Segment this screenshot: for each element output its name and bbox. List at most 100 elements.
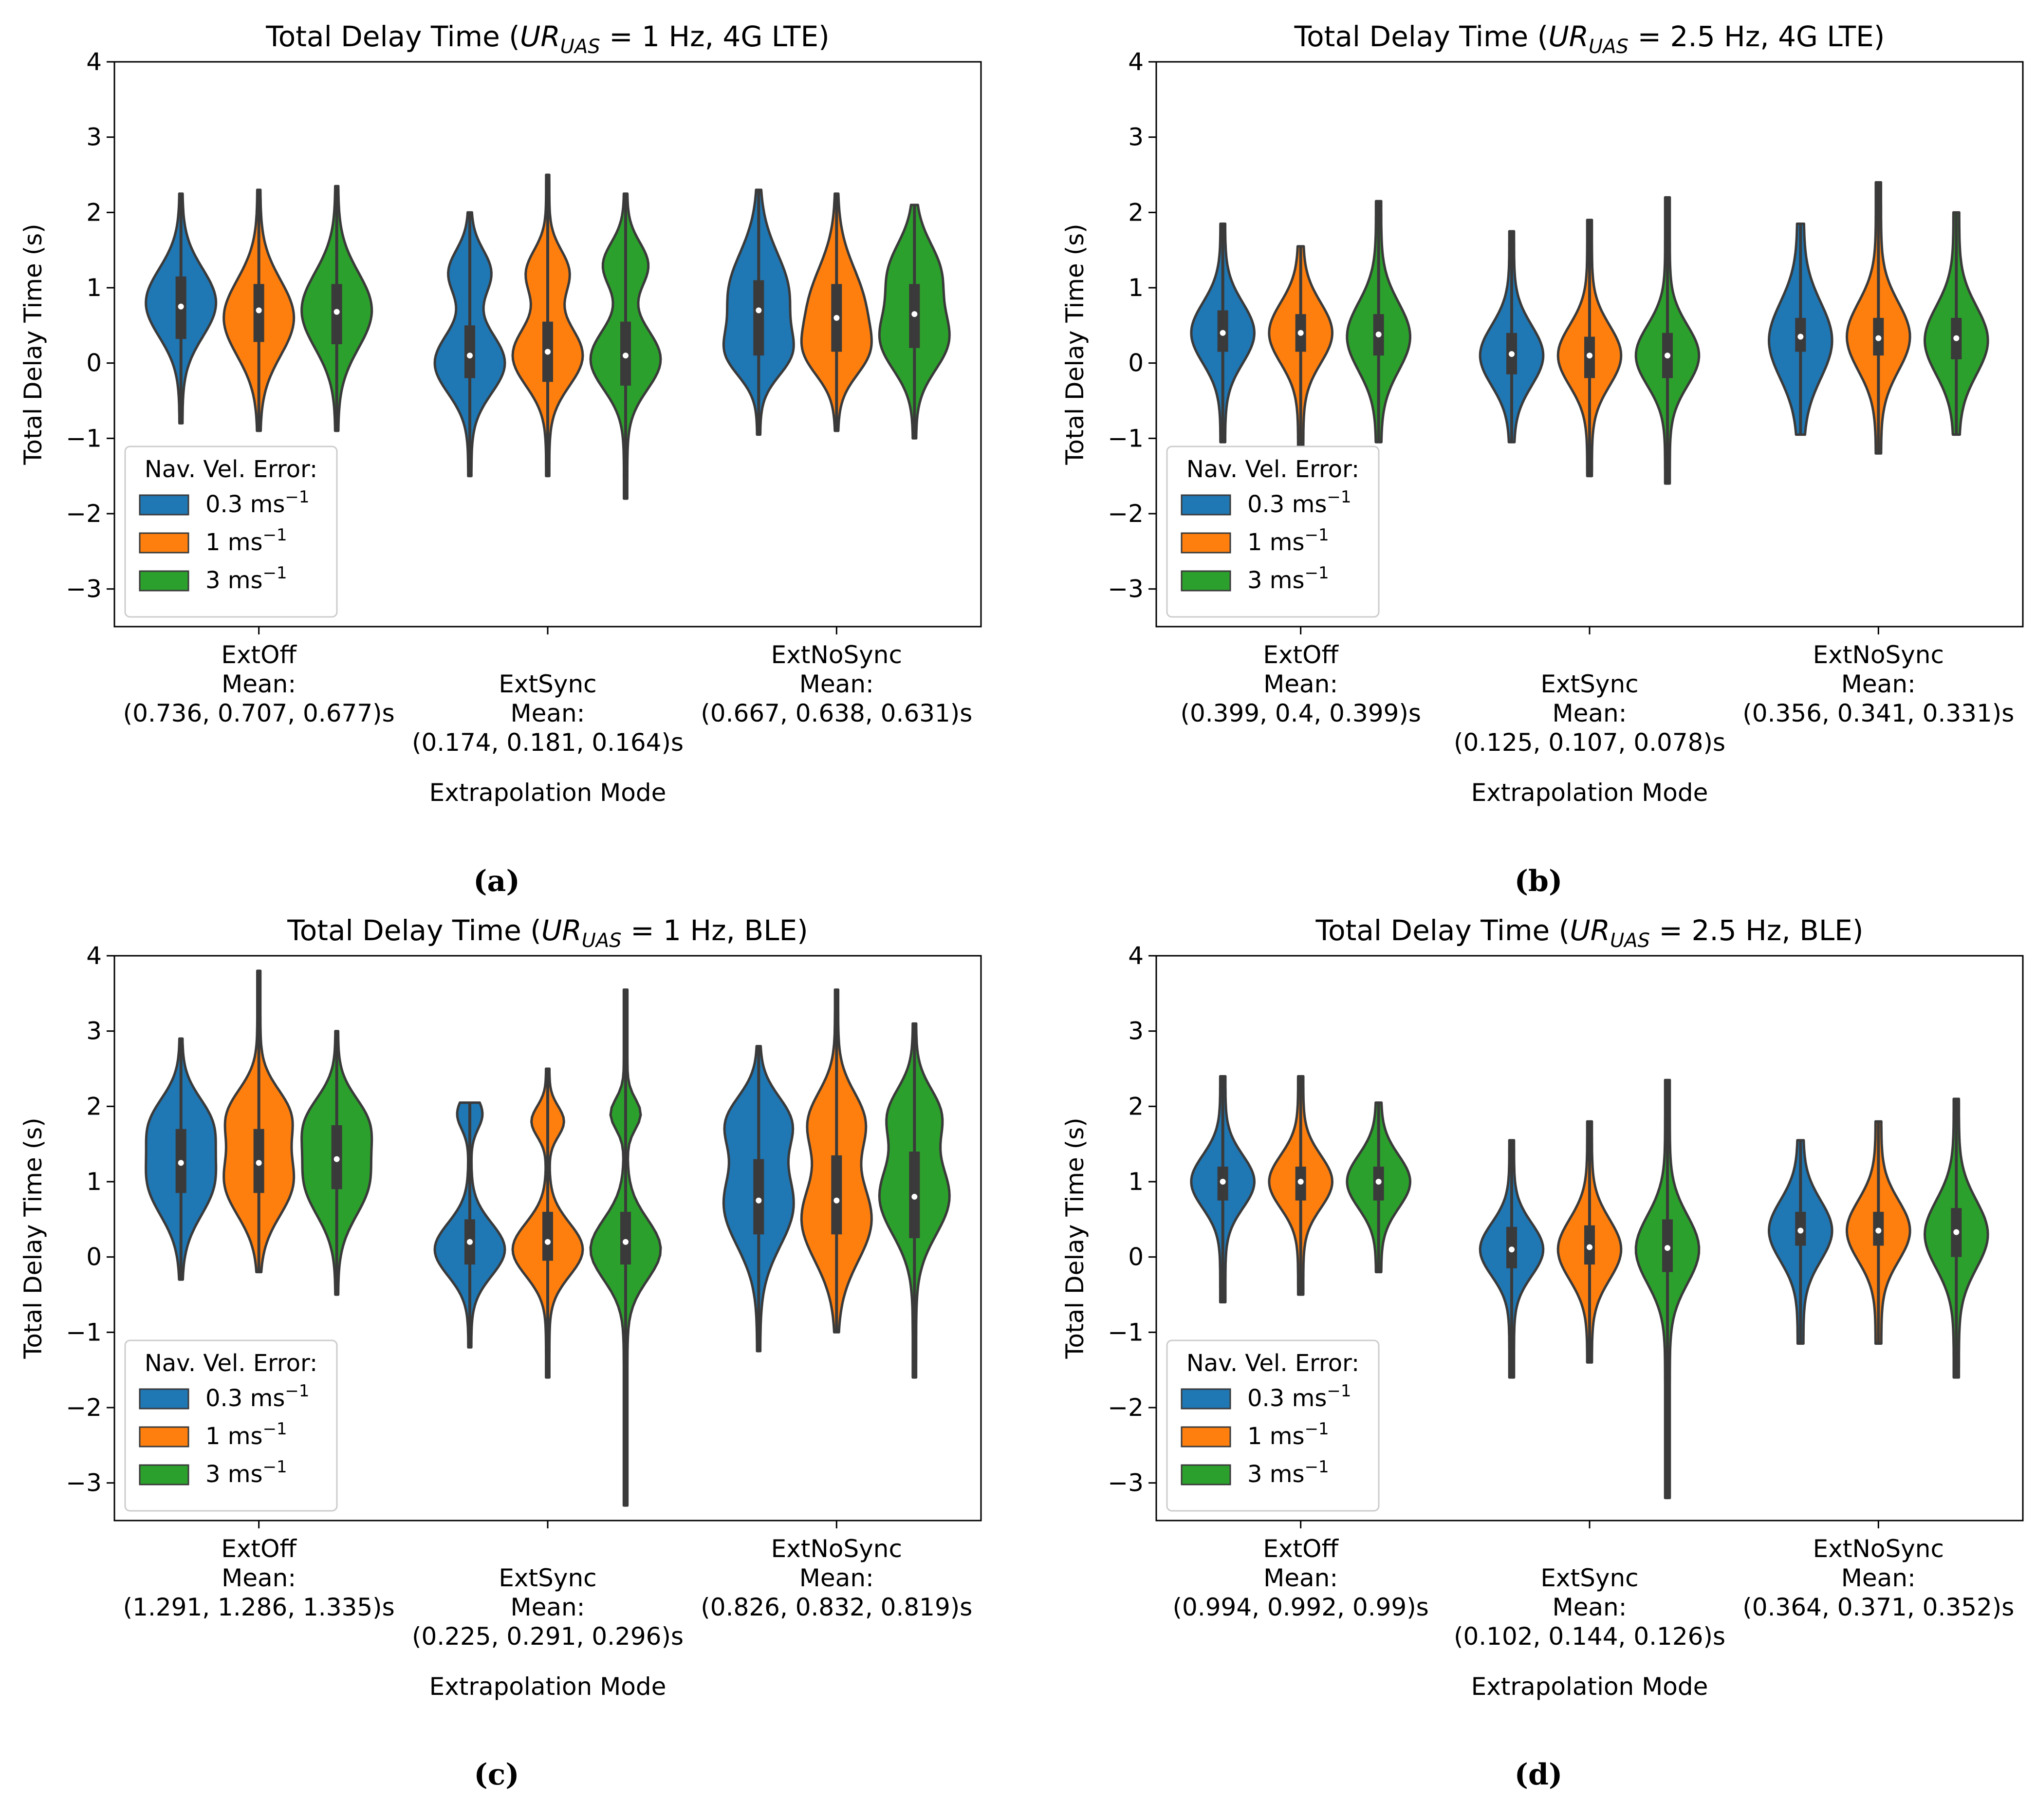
violin-median-dot xyxy=(545,1239,551,1245)
violin-median-dot xyxy=(1797,334,1804,340)
chart-title-suffix: = 2.5 Hz, 4G LTE) xyxy=(1629,20,1885,53)
y-axis-label: Total Delay Time (s) xyxy=(19,1117,47,1359)
violin-iqr-box xyxy=(753,280,764,356)
legend-swatch xyxy=(1181,1388,1231,1410)
chart-title-variable: UR xyxy=(1548,20,1589,53)
y-tick-label: 1 xyxy=(1128,274,1144,302)
legend-title: Nav. Vel. Error: xyxy=(145,456,317,483)
violin-median-dot xyxy=(1375,1179,1382,1185)
y-tick-label: 4 xyxy=(86,48,102,76)
y-tick-label: 2 xyxy=(86,1092,102,1120)
legend-entry-unit: 1 ms xyxy=(1247,1423,1305,1450)
legend-entry-unit: 1 ms xyxy=(205,1423,263,1450)
x-tick-label: ExtNoSync xyxy=(771,641,902,669)
x-tick-label: ExtOff xyxy=(1263,1535,1339,1563)
violin-median-dot xyxy=(833,1197,840,1204)
chart-title: Total Delay Time (URUAS = 2.5 Hz, BLE) xyxy=(1315,914,1864,952)
chart-title: Total Delay Time (URUAS = 1 Hz, 4G LTE) xyxy=(265,20,830,58)
x-tick-mean-label: Mean: xyxy=(799,1564,874,1592)
violin-median-dot xyxy=(1297,1179,1304,1185)
chart-title-prefix: Total Delay Time ( xyxy=(1315,914,1570,947)
y-tick-label: 2 xyxy=(1128,198,1144,226)
x-tick-mean-label: Mean: xyxy=(799,670,874,698)
y-tick-label: −2 xyxy=(66,1393,102,1422)
violin-median-dot xyxy=(545,349,551,355)
x-tick-mean-label: Mean: xyxy=(1552,699,1627,727)
y-tick-label: −2 xyxy=(1108,500,1144,528)
violin-iqr-box xyxy=(753,1159,764,1235)
x-tick-label: ExtOff xyxy=(221,1535,297,1563)
y-tick-label: −3 xyxy=(66,1469,102,1497)
violin-median-dot xyxy=(911,1193,918,1200)
legend-entry-unit: 0.3 ms xyxy=(205,491,285,518)
legend-entry-exponent: −1 xyxy=(263,525,287,545)
violin-median-dot xyxy=(756,307,762,314)
panel-label: (c) xyxy=(474,1758,519,1792)
x-tick-mean-values: (0.125, 0.107, 0.078)s xyxy=(1454,728,1725,757)
legend-entry-unit: 0.3 ms xyxy=(1247,491,1327,518)
x-tick-mean-label: Mean: xyxy=(510,699,585,727)
x-tick-mean-values: (0.736, 0.707, 0.677)s xyxy=(123,699,395,727)
violin-median-dot xyxy=(467,353,473,359)
violin-median-dot xyxy=(1375,331,1382,337)
legend-title: Nav. Vel. Error: xyxy=(1186,1350,1359,1377)
chart-title-prefix: Total Delay Time ( xyxy=(1294,20,1549,53)
violin-median-dot xyxy=(911,311,918,317)
legend-entry: 3 ms−1 xyxy=(205,563,287,594)
y-tick-label: 2 xyxy=(1128,1092,1144,1120)
legend-swatch xyxy=(1181,570,1231,592)
legend-swatch xyxy=(1181,494,1231,516)
x-axis-label: Extrapolation Mode xyxy=(429,779,666,807)
chart-title-subscript: UAS xyxy=(1610,929,1650,952)
violin-median-dot xyxy=(256,1160,262,1166)
y-tick-label: 4 xyxy=(1128,48,1144,76)
x-tick-label: ExtSync xyxy=(1540,670,1638,698)
legend-swatch xyxy=(139,532,189,554)
y-axis-label: Total Delay Time (s) xyxy=(1061,1117,1089,1359)
x-tick-mean-label: Mean: xyxy=(222,1564,296,1592)
violin-median-dot xyxy=(623,1239,629,1245)
plot-frame xyxy=(113,955,982,1522)
legend-entry: 3 ms−1 xyxy=(1247,563,1329,594)
y-tick-label: −2 xyxy=(66,500,102,528)
violin-median-dot xyxy=(1953,335,1960,341)
chart-panel-b: Total Delay Time (URUAS = 2.5 Hz, 4G LTE… xyxy=(1061,20,2024,898)
x-tick-mean-values: (0.364, 0.371, 0.352)s xyxy=(1742,1593,2014,1621)
legend-entry: 1 ms−1 xyxy=(205,525,287,556)
y-tick-label: 4 xyxy=(86,942,102,970)
legend-title: Nav. Vel. Error: xyxy=(1186,456,1359,483)
violin-iqr-box xyxy=(542,1211,553,1261)
x-axis-label: Extrapolation Mode xyxy=(1471,1672,1708,1701)
legend-swatch xyxy=(139,570,189,592)
violin-median-dot xyxy=(1220,1179,1226,1185)
legend-entry: 0.3 ms−1 xyxy=(205,1381,309,1412)
y-tick-label: 3 xyxy=(1128,1017,1144,1045)
x-tick-label: ExtSync xyxy=(499,670,596,698)
violin-median-dot xyxy=(833,315,840,321)
x-tick-mean-values: (1.291, 1.286, 1.335)s xyxy=(123,1593,395,1621)
violin-median-dot xyxy=(178,1160,184,1166)
y-axis-label: Total Delay Time (s) xyxy=(19,223,47,465)
chart-title-subscript: UAS xyxy=(560,36,600,58)
plot-frame xyxy=(1155,955,2024,1522)
violin-median-dot xyxy=(1665,1245,1670,1251)
y-tick-label: 0 xyxy=(1128,349,1144,377)
x-tick-mean-values: (0.994, 0.992, 0.99)s xyxy=(1173,1593,1429,1621)
legend-entry-exponent: −1 xyxy=(1305,1457,1329,1477)
violin-median-dot xyxy=(1587,353,1592,359)
legend-swatch xyxy=(139,1388,189,1410)
y-tick-label: 1 xyxy=(86,274,102,302)
x-tick-mean-values: (0.356, 0.341, 0.331)s xyxy=(1742,699,2014,727)
legend-entry-exponent: −1 xyxy=(263,1457,287,1477)
legend-entry-unit: 0.3 ms xyxy=(1247,1385,1327,1412)
x-tick-mean-values: (0.225, 0.291, 0.296)s xyxy=(412,1622,684,1651)
x-tick-mean-label: Mean: xyxy=(222,670,296,698)
legend-entry-exponent: −1 xyxy=(285,487,309,507)
x-tick-mean-label: Mean: xyxy=(510,1593,585,1621)
legend-entry-unit: 3 ms xyxy=(205,567,263,594)
chart-title-prefix: Total Delay Time ( xyxy=(287,914,541,947)
legend-entry-exponent: −1 xyxy=(1305,1419,1329,1439)
violin-median-dot xyxy=(1297,330,1304,336)
violin-median-dot xyxy=(623,353,629,359)
plot-frame xyxy=(1155,61,2024,628)
